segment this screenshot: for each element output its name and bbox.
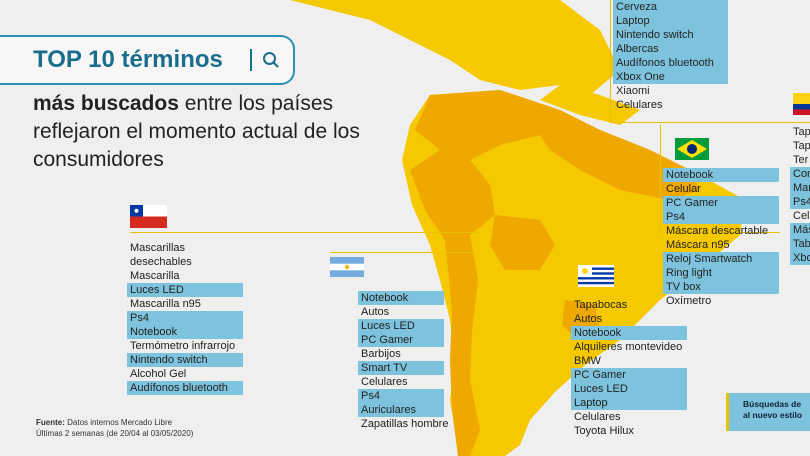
list-item: Xiaomi	[616, 85, 650, 97]
list-item: Nintendo switch	[127, 353, 243, 367]
list-item: Celulares	[361, 376, 408, 388]
subtitle-rest: entre los países reflejaron el momento a…	[33, 92, 360, 171]
list-colombia: Tap Tap TerCorMarPs4CelMásTabXbo	[790, 125, 810, 265]
search-icon	[263, 52, 279, 68]
list-item: Notebook	[571, 326, 687, 340]
list-item: PC Gamer	[663, 196, 779, 210]
flag-brasil	[675, 138, 709, 160]
list-item: PC Gamer	[571, 368, 687, 382]
list-item: Tap	[793, 126, 810, 138]
list-item: desechables	[130, 256, 192, 268]
source-note: Fuente: Datos internos Mercado Libre Últ…	[36, 417, 193, 439]
list-item: Alcohol Gel	[130, 368, 187, 380]
list-item: Mar	[790, 181, 810, 195]
list-item: Celular	[666, 183, 701, 195]
list-chile: Mascarillas desechables Mascarilla Luces LE…	[127, 241, 243, 395]
list-item: Cerveza	[613, 0, 728, 14]
line-brasil	[660, 232, 780, 233]
list-item: Notebook	[358, 291, 444, 305]
list-item: Celulares	[574, 411, 621, 423]
list-item: Laptop	[571, 396, 687, 410]
flag-argentina	[330, 257, 364, 277]
list-item: Ter	[793, 154, 809, 166]
search-header: TOP 10 términos	[0, 35, 295, 85]
list-item: Notebook	[127, 325, 243, 339]
flag-colombia	[793, 93, 810, 115]
source-period: Últimas 2 semanas (de 20/04 al 03/05/202…	[36, 429, 194, 438]
list-item: Ps4	[663, 210, 779, 224]
map-peru	[410, 150, 495, 240]
list-item: Albercas	[613, 42, 728, 56]
line-argentina	[330, 252, 480, 253]
map-mexico	[290, 0, 620, 95]
list-item: TV box	[663, 280, 779, 294]
source-label: Fuente:	[36, 418, 65, 427]
list-item: PC Gamer	[358, 333, 444, 347]
list-item: Luces LED	[127, 283, 243, 297]
list-item: Auriculares	[358, 403, 444, 417]
list-item: Más	[790, 223, 810, 237]
list-brasil: Notebook Celular PC Gamer Ps4 Máscara descar…	[663, 168, 779, 308]
list-item: Luces LED	[358, 319, 444, 333]
flag-chile	[130, 205, 167, 228]
list-argentina: Notebook Autos Luces LED PC Gamer Barbijos Sm…	[358, 291, 449, 431]
subtitle-bold: más buscados	[33, 92, 179, 115]
list-item: Xbo	[790, 251, 810, 265]
list-item: Ps4	[358, 389, 444, 403]
list-item: Termómetro infrarrojo	[130, 340, 236, 352]
list-item: Máscara n95	[666, 239, 730, 251]
line-colombia	[610, 122, 810, 123]
list-item: BMW	[574, 355, 601, 367]
list-item: Mascarilla	[130, 270, 180, 282]
map-colombia-venezuela	[415, 90, 560, 160]
list-item: Audífonos bluetooth	[613, 56, 728, 70]
list-item: Nintendo switch	[613, 28, 728, 42]
list-item: Cel	[793, 210, 810, 222]
list-item: Mascarilla n95	[130, 298, 201, 310]
map-bolivia	[490, 215, 555, 270]
list-item: Laptop	[613, 14, 728, 28]
list-item: Toyota Hilux	[574, 425, 634, 437]
list-item: Tap	[793, 140, 810, 152]
map-chile	[445, 235, 480, 456]
note-line2: al nuevo estilo	[743, 410, 803, 420]
list-item: Máscara descartable	[666, 225, 769, 237]
list-item: Notebook	[663, 168, 779, 182]
list-item: Luces LED	[571, 382, 687, 396]
list-item: Tapabocas	[574, 299, 628, 311]
list-item: Alquileres montevideo	[574, 341, 683, 353]
list-item: Cor	[790, 167, 810, 181]
list-item: Oxímetro	[666, 295, 712, 307]
list-item: Mascarillas	[130, 242, 186, 254]
list-item: Smart TV	[358, 361, 444, 375]
list-item: Ps4	[127, 311, 243, 325]
list-item: Reloj Smartwatch	[663, 252, 779, 266]
page-subtitle: más buscados entre los países reflejaron…	[33, 90, 423, 174]
flag-uruguay	[578, 265, 614, 287]
list-item: Barbijos	[361, 348, 401, 360]
note-line1: Búsquedas de	[743, 399, 802, 409]
list-item: Celulares	[616, 99, 663, 111]
line-chile	[130, 232, 480, 233]
list-item: Tab	[790, 237, 810, 251]
page-title: TOP 10 términos	[33, 46, 223, 73]
list-item: Ring light	[663, 266, 779, 280]
source-text: Datos internos Mercado Libre	[64, 418, 173, 427]
list-uruguay: Tapabocas Autos Notebook Alquileres montevi…	[571, 298, 687, 438]
line-brasil-v	[660, 125, 661, 232]
list-item: Autos	[574, 313, 603, 325]
list-mexico: Cerveza Laptop Nintendo switch Albercas Audí…	[613, 0, 728, 112]
map-central-america	[540, 85, 640, 125]
list-item: Xbox One	[613, 70, 728, 84]
list-item: Autos	[361, 306, 390, 318]
line-mexico-v	[610, 0, 611, 122]
list-item: Zapatillas hombre	[361, 418, 449, 430]
list-item: Audífonos bluetooth	[127, 381, 243, 395]
search-note-box: Búsquedas de al nuevo estilo	[726, 393, 810, 431]
search-separator	[250, 49, 252, 71]
list-item: Ps4	[790, 195, 810, 209]
